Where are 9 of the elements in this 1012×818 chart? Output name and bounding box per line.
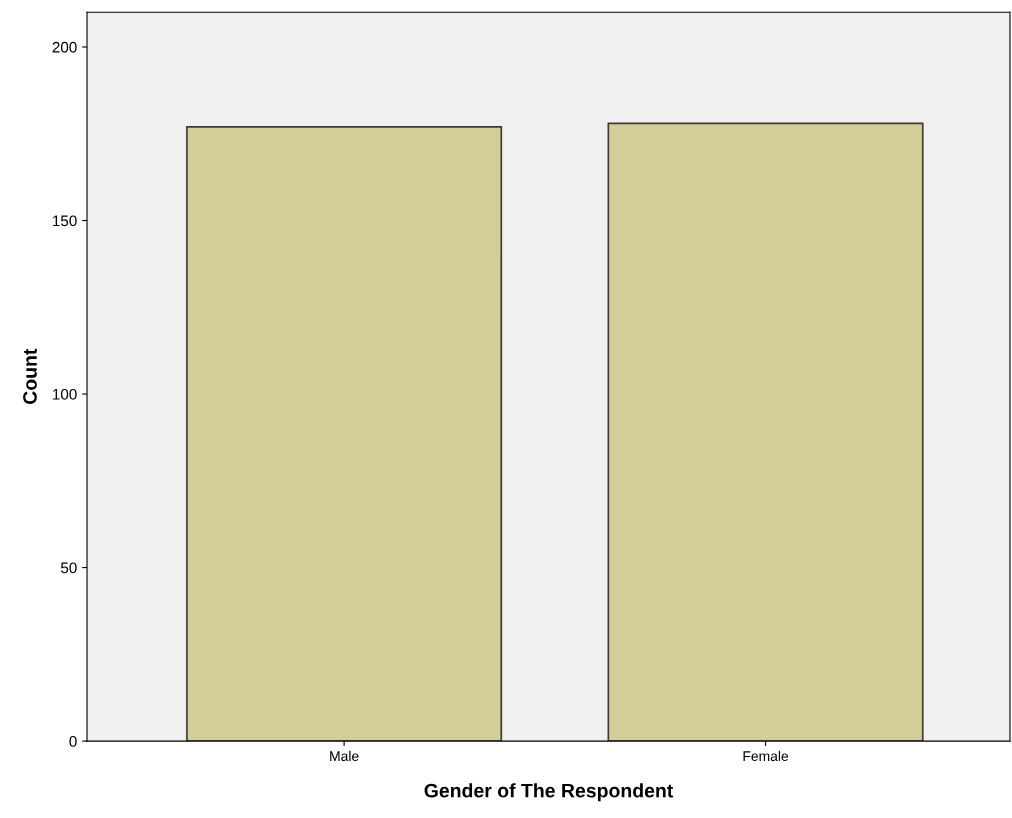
y-tick-label: 150 <box>52 215 77 227</box>
x-axis-title: Gender of The Respondent <box>424 783 674 802</box>
y-axis-title: Count <box>23 348 37 404</box>
y-tick-label: 100 <box>52 388 77 400</box>
y-tick-label: 0 <box>69 735 77 747</box>
y-tick-label: 200 <box>52 41 77 53</box>
y-tick-label: 50 <box>60 562 77 574</box>
x-tick-label: Male <box>330 750 359 762</box>
x-tick-label: Female <box>743 750 789 762</box>
